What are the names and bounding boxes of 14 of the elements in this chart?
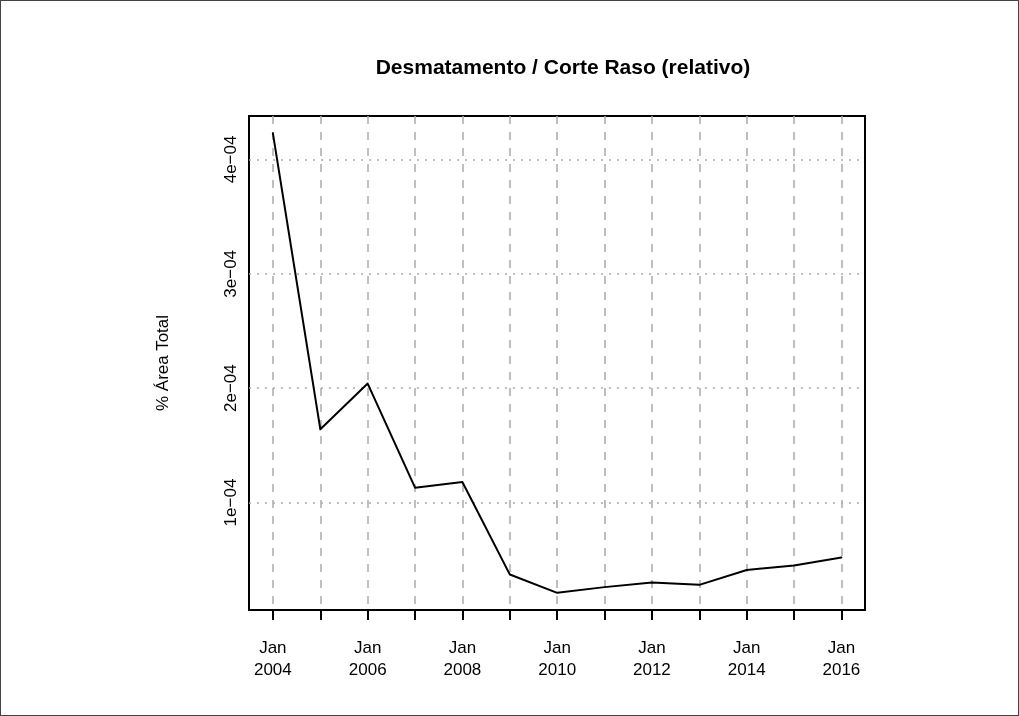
x-tick-label: Jan 2010 — [538, 637, 577, 679]
y-tick-label: 1e−04 — [221, 478, 240, 527]
x-tick-label: Jan 2014 — [727, 637, 766, 679]
x-tick-label: Jan 2012 — [632, 637, 671, 679]
y-tick-label: 2e−04 — [221, 364, 240, 413]
chart-title: Desmatamento / Corte Raso (relativo) — [375, 55, 751, 78]
x-tick-label: Jan 2006 — [348, 637, 387, 679]
line-series — [271, 132, 843, 594]
y-axis-title: % Área Total — [153, 314, 172, 412]
x-tick-label: Jan 2004 — [253, 637, 292, 679]
y-tick-label: 3e−04 — [221, 249, 240, 298]
x-tick-label: Jan 2008 — [443, 637, 482, 679]
y-tick-label: 4e−04 — [221, 135, 240, 184]
x-tick-label: Jan 2016 — [822, 637, 861, 679]
